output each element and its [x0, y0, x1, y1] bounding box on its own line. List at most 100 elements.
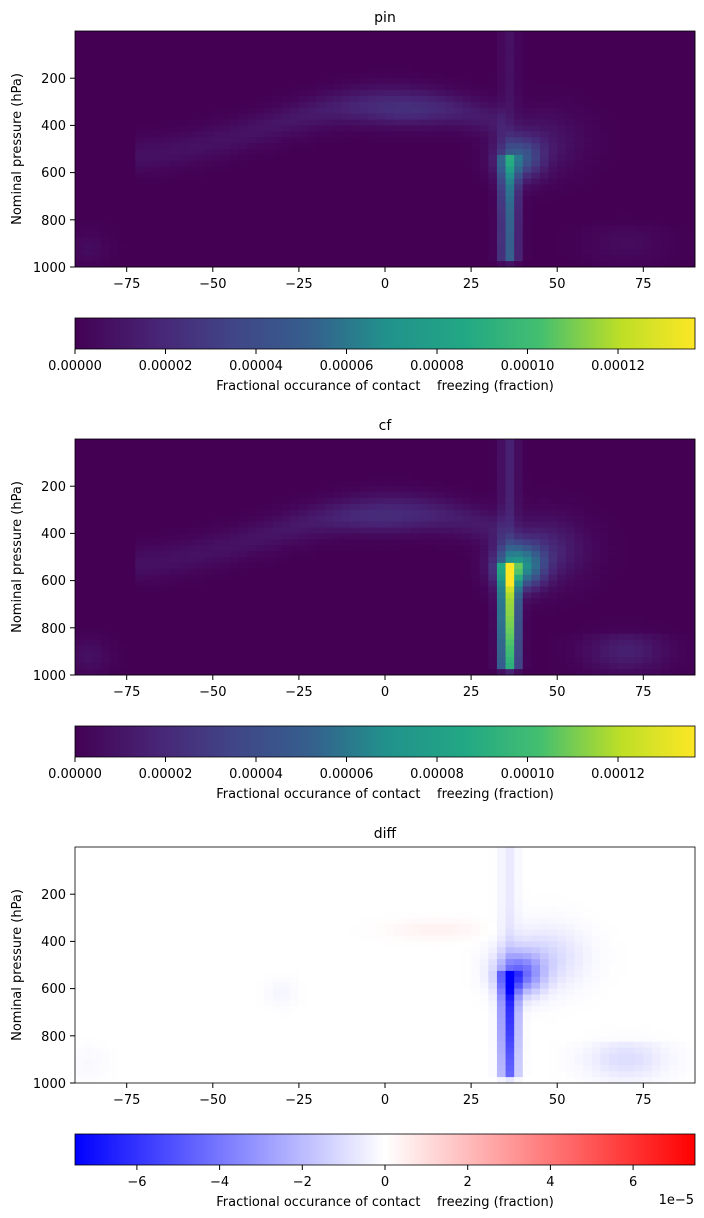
- heatmap-cell: [436, 261, 446, 268]
- heatmap-cell: [298, 456, 308, 463]
- heatmap-cell: [540, 557, 550, 564]
- heatmap-cell: [488, 101, 498, 109]
- heatmap-cell: [212, 178, 222, 185]
- heatmap-cell: [677, 101, 687, 109]
- heatmap-cell: [453, 72, 463, 79]
- heatmap-cell: [92, 604, 102, 611]
- heatmap-cell: [419, 509, 429, 517]
- heatmap-cell: [359, 172, 369, 179]
- heatmap-cell: [496, 107, 506, 114]
- heatmap-cell: [565, 202, 575, 209]
- heatmap-cell: [591, 107, 601, 114]
- heatmap-cell: [169, 213, 179, 221]
- heatmap-cell: [462, 545, 472, 552]
- heatmap-cell: [505, 243, 515, 250]
- heatmap-cell: [247, 48, 257, 55]
- heatmap-cell: [169, 125, 179, 132]
- heatmap-cell: [462, 125, 472, 132]
- heatmap-cell: [479, 172, 489, 179]
- heatmap-cell: [100, 592, 110, 599]
- heatmap-cell: [626, 586, 636, 593]
- heatmap-cell: [591, 468, 601, 475]
- heatmap-cell: [264, 213, 274, 221]
- heatmap-cell: [565, 580, 575, 587]
- heatmap-cell: [488, 480, 498, 487]
- heatmap-cell: [281, 178, 291, 185]
- heatmap-cell: [100, 551, 110, 558]
- heatmap-cell: [264, 474, 274, 481]
- heatmap-cell: [462, 439, 472, 446]
- heatmap-cell: [643, 237, 653, 244]
- heatmap-cell: [514, 184, 524, 191]
- heatmap-cell: [376, 184, 386, 191]
- heatmap-cell: [410, 545, 420, 552]
- heatmap-cell: [479, 574, 489, 581]
- heatmap-cell: [255, 208, 265, 215]
- heatmap-cell: [152, 42, 162, 50]
- heatmap-cell: [410, 255, 420, 262]
- heatmap-cell: [583, 498, 593, 505]
- heatmap-cell: [341, 154, 351, 162]
- heatmap-cell: [186, 243, 196, 250]
- heatmap-cell: [505, 113, 515, 120]
- heatmap-cell: [221, 574, 231, 581]
- heatmap-cell: [350, 604, 360, 611]
- heatmap-cell: [135, 66, 145, 73]
- heatmap-cell: [186, 84, 196, 91]
- heatmap-cell: [557, 450, 567, 458]
- heatmap-cell: [385, 190, 395, 197]
- heatmap-cell: [634, 492, 644, 499]
- heatmap-cell: [505, 202, 515, 209]
- heatmap-cell: [143, 515, 153, 522]
- heatmap-cell: [341, 539, 351, 546]
- heatmap-cell: [410, 36, 420, 44]
- heatmap-cell: [565, 439, 575, 446]
- heatmap-cell: [143, 101, 153, 109]
- heatmap-cell: [281, 480, 291, 487]
- heatmap-cell: [626, 468, 636, 475]
- heatmap-cell: [669, 557, 679, 564]
- heatmap-cell: [634, 586, 644, 593]
- heatmap-cell: [367, 255, 377, 262]
- heatmap-cell: [669, 90, 679, 97]
- heatmap-cell: [204, 557, 214, 564]
- heatmap-cell: [298, 545, 308, 552]
- heatmap-cell: [445, 154, 455, 162]
- heatmap-cell: [479, 184, 489, 191]
- heatmap-cell: [600, 598, 610, 605]
- heatmap-cell: [488, 456, 498, 463]
- heatmap-cell: [428, 208, 438, 215]
- heatmap-cell: [677, 551, 687, 558]
- heatmap-cell: [660, 586, 670, 593]
- heatmap-cell: [565, 562, 575, 570]
- heatmap-cell: [143, 557, 153, 564]
- heatmap-cell: [316, 580, 326, 587]
- heatmap-cell: [204, 551, 214, 558]
- heatmap-cell: [221, 42, 231, 50]
- heatmap-cell: [410, 137, 420, 144]
- heatmap-cell: [281, 48, 291, 55]
- heatmap-cell: [152, 166, 162, 173]
- heatmap-cell: [316, 160, 326, 168]
- heatmap-cell: [626, 172, 636, 179]
- heatmap-cell: [617, 213, 627, 221]
- heatmap-cell: [385, 154, 395, 162]
- heatmap-cell: [186, 149, 196, 156]
- heatmap-cell: [83, 196, 93, 203]
- heatmap-cell: [152, 604, 162, 611]
- heatmap-cell: [195, 72, 205, 79]
- heatmap-cell: [617, 125, 627, 132]
- heatmap-cell: [583, 172, 593, 179]
- heatmap-cell: [677, 255, 687, 262]
- heatmap-cell: [281, 154, 291, 162]
- heatmap-cell: [626, 580, 636, 587]
- heatmap-cell: [341, 456, 351, 463]
- heatmap-cell: [290, 521, 300, 528]
- heatmap-cell: [92, 31, 102, 38]
- heatmap-cell: [255, 568, 265, 576]
- heatmap-cell: [505, 178, 515, 185]
- heatmap-cell: [505, 119, 515, 126]
- heatmap-cell: [204, 492, 214, 499]
- heatmap-cell: [83, 166, 93, 173]
